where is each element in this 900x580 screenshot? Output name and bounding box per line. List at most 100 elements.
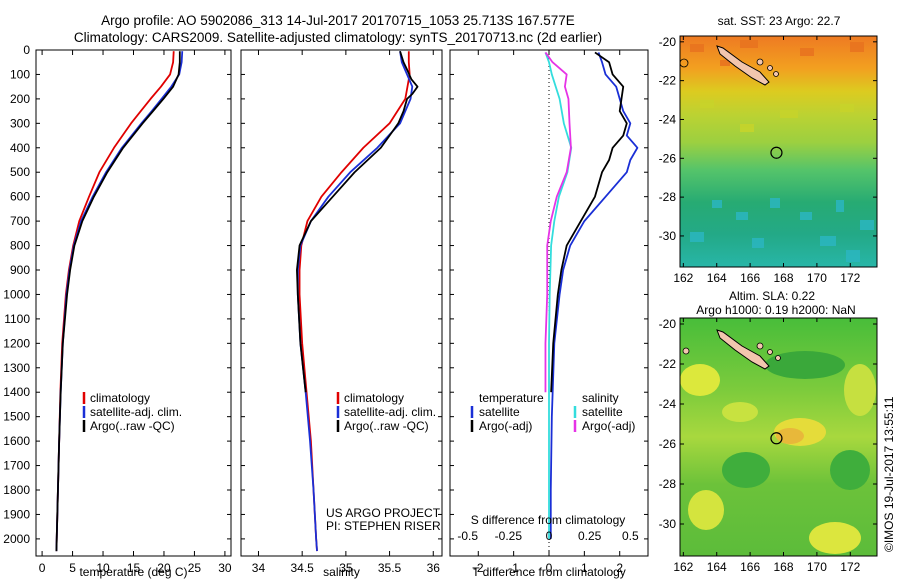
- imos-credit: ©IMOS 19-Jul-2017 13:55:11: [882, 396, 896, 552]
- argo-position-marker: [770, 432, 783, 445]
- argo-position-marker: [770, 146, 783, 159]
- map-y-tick-label: -22: [659, 357, 677, 371]
- loyalty-island-1: [756, 58, 764, 66]
- s-tick-label: -0.25: [495, 529, 523, 543]
- map-x-tick-label: 162: [673, 271, 693, 285]
- temperature-legend: climatology satellite-adj. clim. Argo(..…: [82, 391, 182, 433]
- sst-texture-warm: [690, 40, 864, 66]
- legend-label-climatology: climatology: [90, 391, 150, 405]
- series-line-s-satellite: [544, 52, 573, 539]
- figure-title-line1: Argo profile: AO 5902086_313 14-Jul-2017…: [101, 13, 575, 28]
- legend-label-s-satellite: satellite: [582, 405, 623, 419]
- s-tick-label: 0: [546, 529, 553, 543]
- y-tick-label: 600: [10, 190, 30, 204]
- figure-title-line2: Climatology: CARS2009. Satellite-adjuste…: [74, 30, 602, 45]
- map-x-tick-label: 162: [673, 560, 693, 574]
- y-tick-label: 900: [10, 263, 30, 277]
- temperature-profile-panel: 0 5 10 15 20 25 30 temperature (deg C) 0 100 200 30…: [3, 43, 232, 579]
- map-y-tick-label: -24: [659, 397, 677, 411]
- y-tick-label: 500: [10, 165, 30, 179]
- y-tick-label: 1100: [4, 312, 30, 326]
- legend-label-argo: Argo(..raw -QC): [344, 419, 429, 433]
- sst-texture: [690, 198, 874, 262]
- s-tick-label: 0.25: [578, 529, 602, 543]
- map-y-tick-label: -24: [659, 112, 677, 126]
- new-caledonia-island: [716, 45, 770, 86]
- y-tick-label: 800: [10, 239, 30, 253]
- loyalty-island-1: [756, 342, 764, 350]
- sla-map-title-line1: Altim. SLA: 0.22: [729, 289, 815, 303]
- y-tick-label: 1600: [3, 434, 30, 448]
- map-x-tick-label: 172: [840, 271, 860, 285]
- x-tick-label: 0: [39, 561, 46, 575]
- map-y-tick-label: -28: [659, 190, 677, 204]
- map-x-tick-label: 170: [807, 271, 827, 285]
- map-frame: [679, 35, 878, 268]
- island-west: [680, 58, 689, 68]
- s-difference-axis-label: S difference from climatology: [471, 513, 626, 527]
- x-tick-label: 10: [96, 561, 110, 575]
- x-tick-label: 30: [218, 561, 232, 575]
- map-x-tick-label: 168: [773, 560, 793, 574]
- x-tick-label: 35: [339, 561, 353, 575]
- sst-texture-yellow: [700, 100, 854, 132]
- map-y-tick-label: -28: [659, 477, 677, 491]
- legend-label-t-argo: Argo(-adj): [479, 419, 532, 433]
- loyalty-island-2: [767, 65, 773, 71]
- s-tick-label: 0.5: [622, 529, 639, 543]
- map-x-tick-label: 164: [707, 560, 727, 574]
- y-tick-label: 1800: [3, 483, 30, 497]
- difference-x-axis-label: T difference from climatology: [472, 565, 626, 579]
- legend-title-temperature: temperature: [479, 391, 544, 405]
- y-tick-label: 400: [10, 141, 30, 155]
- x-tick-label: 2: [616, 561, 623, 575]
- map-y-tick-label: -20: [659, 35, 677, 49]
- x-tick-label: 34.5: [290, 561, 314, 575]
- project-annotation-line1: US ARGO PROJECT: [326, 506, 441, 520]
- series-line-t-argo-adj-: [550, 51, 628, 393]
- sst-map: sat. SST: 23 Argo: 22.7: [659, 14, 878, 285]
- x-tick-label: 35.5: [378, 561, 402, 575]
- map-x-tick-label: 170: [807, 560, 827, 574]
- x-tick-label: 15: [127, 561, 141, 575]
- y-tick-label: 1000: [3, 287, 30, 301]
- sst-map-axes: 162 164 166 168 170 172 -20 -22 -24 -26 -28 -30: [659, 35, 878, 285]
- y-tick-label: 100: [10, 67, 30, 81]
- salinity-profile-panel: 34 34.5 35 35.5 36 salinity: [240, 49, 443, 579]
- series-line-argo-raw-qc-: [296, 50, 419, 393]
- map-y-tick-label: -30: [659, 229, 677, 243]
- difference-legend: temperature salinity satellite Argo(-adj…: [470, 391, 635, 433]
- y-tick-label: 1200: [3, 336, 30, 350]
- y-tick-label: 1400: [3, 385, 30, 399]
- map-frame: [679, 317, 878, 557]
- map-y-tick-label: -30: [659, 517, 677, 531]
- y-tick-label: 0: [23, 43, 30, 57]
- map-x-tick-label: 172: [840, 560, 860, 574]
- loyalty-island-3: [773, 71, 779, 77]
- series-line-s-argo-adj-: [544, 51, 572, 393]
- legend-label-t-satellite: satellite: [479, 405, 520, 419]
- x-tick-label: 34: [252, 561, 266, 575]
- x-tick-label: 36: [427, 561, 441, 575]
- legend-label-s-argo: Argo(-adj): [582, 419, 635, 433]
- series-line-argo-raw-qc-: [55, 51, 181, 552]
- sla-map: Altim. SLA: 0.22 Argo h1000: 0.19 h2000:…: [659, 289, 878, 574]
- x-tick-label: 25: [188, 561, 202, 575]
- y-tick-label: 1500: [3, 410, 30, 424]
- series-line-t-satellite: [549, 52, 639, 539]
- x-tick-label: -1: [508, 561, 519, 575]
- difference-profile-panel: -2 -1 0 1 2T difference from climatology: [449, 49, 649, 579]
- sla-map-axes: 162 164 166 168 170 172 -20 -22 -24 -26 -28 -30: [659, 317, 878, 574]
- map-x-tick-label: 166: [740, 271, 760, 285]
- sla-map-title-line2: Argo h1000: 0.19 h2000: NaN: [696, 303, 855, 317]
- map-x-tick-label: 166: [740, 560, 760, 574]
- y-tick-label: 700: [10, 214, 30, 228]
- s-tick-label: -0.5: [457, 529, 478, 543]
- x-tick-label: 20: [157, 561, 171, 575]
- legend-title-salinity: salinity: [582, 391, 619, 405]
- legend-label-climatology: climatology: [344, 391, 404, 405]
- map-y-tick-label: -26: [659, 151, 677, 165]
- sst-map-title: sat. SST: 23 Argo: 22.7: [718, 14, 841, 28]
- y-tick-label: 200: [10, 92, 30, 106]
